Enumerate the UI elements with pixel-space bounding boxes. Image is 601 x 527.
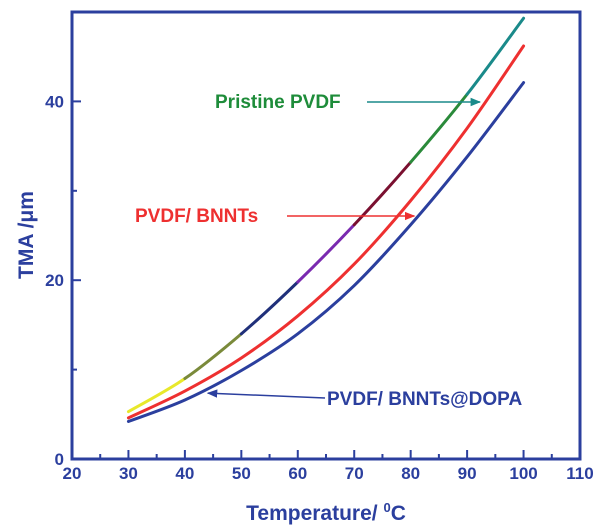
x-axis: 20 30 40 50 60 70 80 90 100 110 <box>63 450 594 483</box>
annotation-label: PVDF/ BNNTs <box>135 206 258 227</box>
annotation-label: PVDF/ BNNTs@DOPA <box>327 389 522 410</box>
series-line-pvdf-bnnts <box>126 44 526 420</box>
annotation-layer: Pristine PVDF PVDF/ BNNTs PVDF/ BNNTs@DOPA <box>135 92 522 410</box>
series-line-pristine-pvdf-segment <box>352 160 413 227</box>
y-axis-title: TMA /μm <box>15 191 38 279</box>
x-tick-label: 40 <box>175 464 194 483</box>
x-axis-title-unit: C <box>391 502 406 525</box>
x-axis-title-superscript: 0 <box>383 500 390 515</box>
series-line-pristine-pvdf-segment <box>239 280 300 336</box>
x-tick-label: 60 <box>288 464 307 483</box>
y-tick-label: 40 <box>45 92 64 111</box>
annotation-label: Pristine PVDF <box>215 92 341 113</box>
x-tick-label: 100 <box>509 464 537 483</box>
annotation-arrow <box>206 389 326 399</box>
x-tick-label: 70 <box>345 464 364 483</box>
series-line-pristine-pvdf-segment <box>183 332 243 381</box>
series-layer <box>126 16 526 423</box>
series-line-pristine-pvdf-segment <box>409 92 469 164</box>
x-tick-label: 30 <box>119 464 138 483</box>
x-axis-title: Temperature/ 0C <box>246 500 406 525</box>
y-axis: 0 20 40 <box>45 92 81 469</box>
x-tick-label: 80 <box>401 464 420 483</box>
x-tick-label: 20 <box>63 464 82 483</box>
series-line-pristine-pvdf-segment <box>465 16 526 96</box>
x-tick-label: 50 <box>232 464 251 483</box>
x-tick-label: 110 <box>566 464 593 483</box>
y-tick-label: 0 <box>55 450 64 469</box>
series-line-pristine-pvdf-segment <box>126 377 187 414</box>
series-line-pvdf-bnnts-dopa <box>126 81 526 423</box>
x-tick-label: 90 <box>458 464 477 483</box>
y-tick-label: 20 <box>45 271 64 290</box>
series-line-pristine-pvdf-segment <box>296 223 356 284</box>
